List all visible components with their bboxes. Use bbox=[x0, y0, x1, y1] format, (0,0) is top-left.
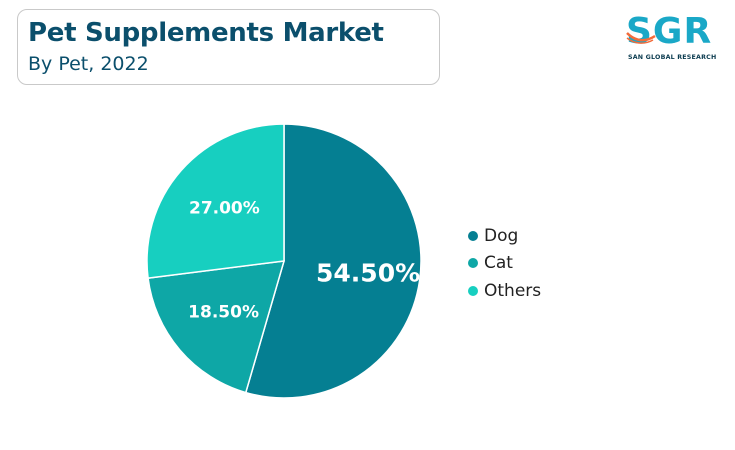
swoosh-icon bbox=[626, 32, 656, 44]
legend-dot-dog bbox=[468, 230, 478, 241]
chart-title: Pet Supplements Market bbox=[28, 18, 384, 48]
legend-label-dog: Dog bbox=[484, 225, 519, 246]
sgr-logo: SGR SAN GLOBAL RESEARCH bbox=[626, 12, 722, 64]
pie-slice-dog bbox=[244, 123, 422, 399]
legend-item-cat: Cat bbox=[468, 250, 541, 278]
slice-label-others: 27.00% bbox=[189, 198, 260, 218]
title-box: Pet Supplements Market By Pet, 2022 bbox=[17, 9, 440, 85]
legend-label-others: Others bbox=[484, 280, 542, 301]
legend-label-cat: Cat bbox=[484, 253, 513, 274]
slice-label-dog: 54.50% bbox=[316, 258, 420, 287]
legend: Dog Cat Others bbox=[468, 222, 541, 305]
pie-slice-others bbox=[146, 123, 285, 280]
legend-dot-cat bbox=[468, 258, 478, 269]
legend-item-others: Others bbox=[468, 277, 541, 305]
logo-mark: SGR bbox=[626, 11, 713, 52]
logo-name: SAN GLOBAL RESEARCH bbox=[628, 54, 717, 61]
legend-item-dog: Dog bbox=[468, 222, 541, 250]
pie-slice-cat bbox=[147, 260, 286, 394]
slice-label-cat: 18.50% bbox=[188, 303, 259, 323]
chart-subtitle: By Pet, 2022 bbox=[28, 53, 149, 75]
legend-dot-others bbox=[468, 285, 478, 296]
